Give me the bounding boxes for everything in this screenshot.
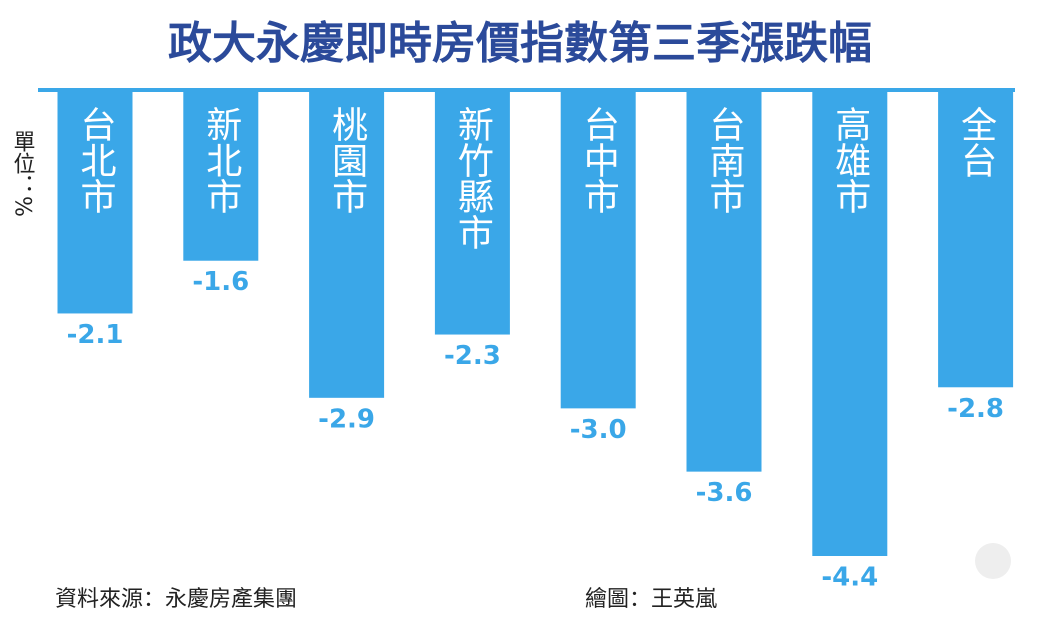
bar (309, 92, 385, 398)
credit: 繪圖：王英嵐 (585, 587, 717, 612)
category-label: 台北市 (75, 106, 116, 214)
bar (57, 92, 133, 314)
category-label: 桃園市 (326, 106, 367, 214)
bar (686, 92, 762, 472)
bar (183, 92, 259, 261)
zoom-icon[interactable] (975, 543, 1011, 579)
value-label: -3.0 (570, 415, 627, 445)
category-label: 全台 (955, 106, 997, 178)
value-label: -2.3 (444, 341, 501, 371)
bar (812, 92, 888, 556)
category-label: 新北市 (200, 106, 241, 214)
category-label: 台中市 (578, 106, 619, 214)
value-label: -1.6 (192, 267, 249, 297)
bar (938, 92, 1014, 388)
source: 資料來源：永慶房產集團 (55, 587, 297, 612)
unit-label: 單位：% (10, 130, 36, 217)
value-label: -2.9 (318, 404, 375, 434)
chart-title: 政大永慶即時房價指數第三季漲跌幅 (168, 18, 872, 69)
value-label: -2.8 (947, 394, 1004, 424)
category-label: 新竹縣市 (452, 106, 494, 250)
category-label: 高雄市 (829, 106, 871, 214)
bar (560, 92, 636, 409)
bar (434, 92, 510, 335)
value-label: -3.6 (696, 478, 753, 508)
category-label: 台南市 (704, 106, 745, 214)
value-label: -2.1 (67, 320, 124, 350)
value-label: -4.4 (821, 563, 878, 593)
